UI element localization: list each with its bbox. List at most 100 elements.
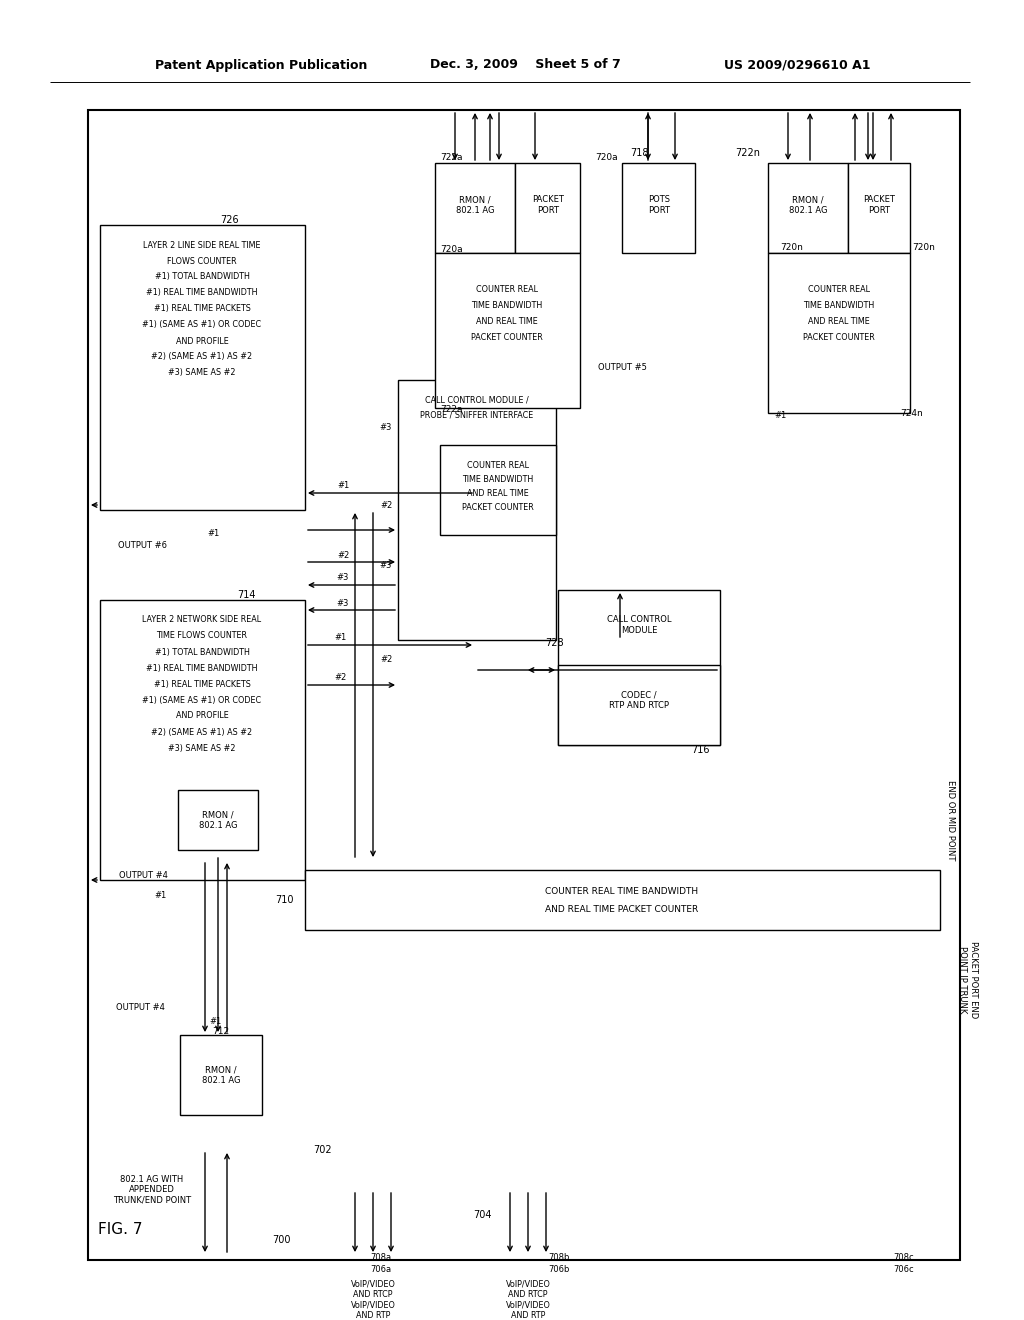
Text: #2: #2	[380, 656, 392, 664]
Text: OUTPUT #5: OUTPUT #5	[598, 363, 647, 372]
Text: #1) REAL TIME PACKETS: #1) REAL TIME PACKETS	[154, 680, 251, 689]
Text: 708a: 708a	[370, 1254, 391, 1262]
Bar	[435, 162, 515, 253]
Text: AND PROFILE: AND PROFILE	[176, 337, 228, 346]
Text: #2) (SAME AS #1) AS #2: #2) (SAME AS #1) AS #2	[152, 352, 253, 362]
Bar	[305, 870, 940, 931]
Text: Patent Application Publication: Patent Application Publication	[155, 58, 368, 71]
Bar	[180, 1035, 262, 1115]
Text: 722n: 722n	[735, 148, 760, 158]
Text: LAYER 2 NETWORK SIDE REAL: LAYER 2 NETWORK SIDE REAL	[142, 615, 261, 624]
Text: Dec. 3, 2009    Sheet 5 of 7: Dec. 3, 2009 Sheet 5 of 7	[430, 58, 621, 71]
Text: #2) (SAME AS #1) AS #2: #2) (SAME AS #1) AS #2	[152, 727, 253, 737]
Text: 802.1 AG WITH
APPENDED
TRUNK/END POINT: 802.1 AG WITH APPENDED TRUNK/END POINT	[113, 1175, 191, 1205]
Text: 710: 710	[274, 895, 293, 906]
Text: 712: 712	[212, 1027, 229, 1035]
Text: AND REAL TIME: AND REAL TIME	[467, 488, 528, 498]
Bar	[848, 162, 910, 253]
Text: PACKET COUNTER: PACKET COUNTER	[803, 334, 874, 342]
Text: END OR MID POINT: END OR MID POINT	[945, 780, 954, 861]
Text: #3: #3	[337, 598, 349, 607]
Text: LAYER 2 LINE SIDE REAL TIME: LAYER 2 LINE SIDE REAL TIME	[143, 240, 261, 249]
Text: COUNTER REAL: COUNTER REAL	[467, 461, 529, 470]
Text: POTS
PORT: POTS PORT	[648, 195, 670, 215]
Text: TIME BANDWIDTH: TIME BANDWIDTH	[471, 301, 543, 310]
Text: 704: 704	[473, 1210, 492, 1220]
Text: VoIP/VIDEO
AND RTCP
VoIP/VIDEO
AND RTP: VoIP/VIDEO AND RTCP VoIP/VIDEO AND RTP	[350, 1280, 395, 1320]
Text: #1) (SAME AS #1) OR CODEC: #1) (SAME AS #1) OR CODEC	[142, 696, 261, 705]
Bar	[768, 253, 910, 413]
Text: 706a: 706a	[370, 1266, 391, 1275]
Text: 728: 728	[545, 638, 563, 648]
Text: AND REAL TIME PACKET COUNTER: AND REAL TIME PACKET COUNTER	[546, 906, 698, 915]
Text: #1: #1	[774, 411, 786, 420]
Text: 718: 718	[630, 148, 648, 158]
Bar	[558, 590, 720, 744]
Bar	[88, 110, 961, 1261]
Bar	[440, 445, 556, 535]
Bar	[622, 162, 695, 253]
Text: #1) TOTAL BANDWIDTH: #1) TOTAL BANDWIDTH	[155, 272, 250, 281]
Text: #3) SAME AS #2: #3) SAME AS #2	[168, 368, 236, 378]
Text: PACKET PORT END
POINT IP TRUNK: PACKET PORT END POINT IP TRUNK	[958, 941, 978, 1019]
Text: 724n: 724n	[900, 408, 923, 417]
Bar	[435, 253, 580, 408]
Text: #2: #2	[334, 673, 346, 682]
Text: RMON /
802.1 AG: RMON / 802.1 AG	[788, 195, 827, 215]
Text: TIME BANDWIDTH: TIME BANDWIDTH	[463, 474, 534, 483]
Bar	[178, 789, 258, 850]
Text: OUTPUT #6: OUTPUT #6	[119, 540, 168, 549]
Text: PACKET COUNTER: PACKET COUNTER	[471, 334, 543, 342]
Text: 714: 714	[237, 590, 256, 601]
Text: 700: 700	[272, 1236, 291, 1245]
Text: #2: #2	[337, 550, 349, 560]
Text: COUNTER REAL: COUNTER REAL	[808, 285, 870, 294]
Text: PACKET
PORT: PACKET PORT	[863, 195, 895, 215]
Text: PACKET
PORT: PACKET PORT	[532, 195, 564, 215]
Text: OUTPUT #4: OUTPUT #4	[119, 870, 168, 879]
Text: #2: #2	[380, 500, 392, 510]
Text: #1: #1	[209, 1018, 221, 1027]
Text: #1) REAL TIME BANDWIDTH: #1) REAL TIME BANDWIDTH	[146, 664, 258, 672]
Text: FLOWS COUNTER: FLOWS COUNTER	[167, 256, 237, 265]
Text: COUNTER REAL: COUNTER REAL	[476, 285, 538, 294]
Text: 720a: 720a	[595, 153, 617, 162]
Text: 720a: 720a	[440, 246, 463, 255]
Text: TIME FLOWS COUNTER: TIME FLOWS COUNTER	[157, 631, 248, 640]
Text: VoIP/VIDEO
AND RTCP
VoIP/VIDEO
AND RTP: VoIP/VIDEO AND RTCP VoIP/VIDEO AND RTP	[506, 1280, 551, 1320]
Text: CODEC /
RTP AND RTCP: CODEC / RTP AND RTCP	[609, 690, 669, 710]
Text: 720n: 720n	[780, 243, 803, 252]
Text: #3: #3	[380, 424, 392, 433]
Text: RMON /
802.1 AG: RMON / 802.1 AG	[199, 810, 238, 830]
Text: US 2009/0296610 A1: US 2009/0296610 A1	[724, 58, 870, 71]
Text: 706c: 706c	[893, 1266, 913, 1275]
Text: #1) (SAME AS #1) OR CODEC: #1) (SAME AS #1) OR CODEC	[142, 321, 261, 330]
Bar	[768, 162, 848, 253]
Text: PACKET COUNTER: PACKET COUNTER	[462, 503, 534, 511]
Text: #1: #1	[207, 528, 219, 537]
Text: 706b: 706b	[548, 1266, 569, 1275]
Text: 708c: 708c	[893, 1254, 913, 1262]
Text: #1: #1	[337, 482, 349, 491]
Bar	[515, 162, 580, 253]
Text: #1) REAL TIME BANDWIDTH: #1) REAL TIME BANDWIDTH	[146, 289, 258, 297]
Text: CALL CONTROL MODULE /: CALL CONTROL MODULE /	[425, 396, 528, 404]
Text: TIME BANDWIDTH: TIME BANDWIDTH	[804, 301, 874, 310]
Text: FIG. 7: FIG. 7	[98, 1222, 142, 1238]
Text: COUNTER REAL TIME BANDWIDTH: COUNTER REAL TIME BANDWIDTH	[546, 887, 698, 896]
Text: 720n: 720n	[912, 243, 935, 252]
Text: 708b: 708b	[548, 1254, 569, 1262]
Text: #3) SAME AS #2: #3) SAME AS #2	[168, 743, 236, 752]
Bar	[558, 665, 720, 744]
Text: #1: #1	[154, 891, 166, 899]
Text: OUTPUT #4: OUTPUT #4	[116, 1003, 165, 1012]
Text: CALL CONTROL
MODULE: CALL CONTROL MODULE	[607, 615, 672, 635]
Text: 716: 716	[691, 744, 710, 755]
Text: 722a: 722a	[440, 405, 463, 414]
Text: AND PROFILE: AND PROFILE	[176, 711, 228, 721]
Text: AND REAL TIME: AND REAL TIME	[808, 318, 869, 326]
Text: AND REAL TIME: AND REAL TIME	[476, 318, 538, 326]
Text: RMON /
802.1 AG: RMON / 802.1 AG	[202, 1065, 241, 1085]
Text: 726: 726	[220, 215, 239, 224]
Text: #1) TOTAL BANDWIDTH: #1) TOTAL BANDWIDTH	[155, 648, 250, 656]
